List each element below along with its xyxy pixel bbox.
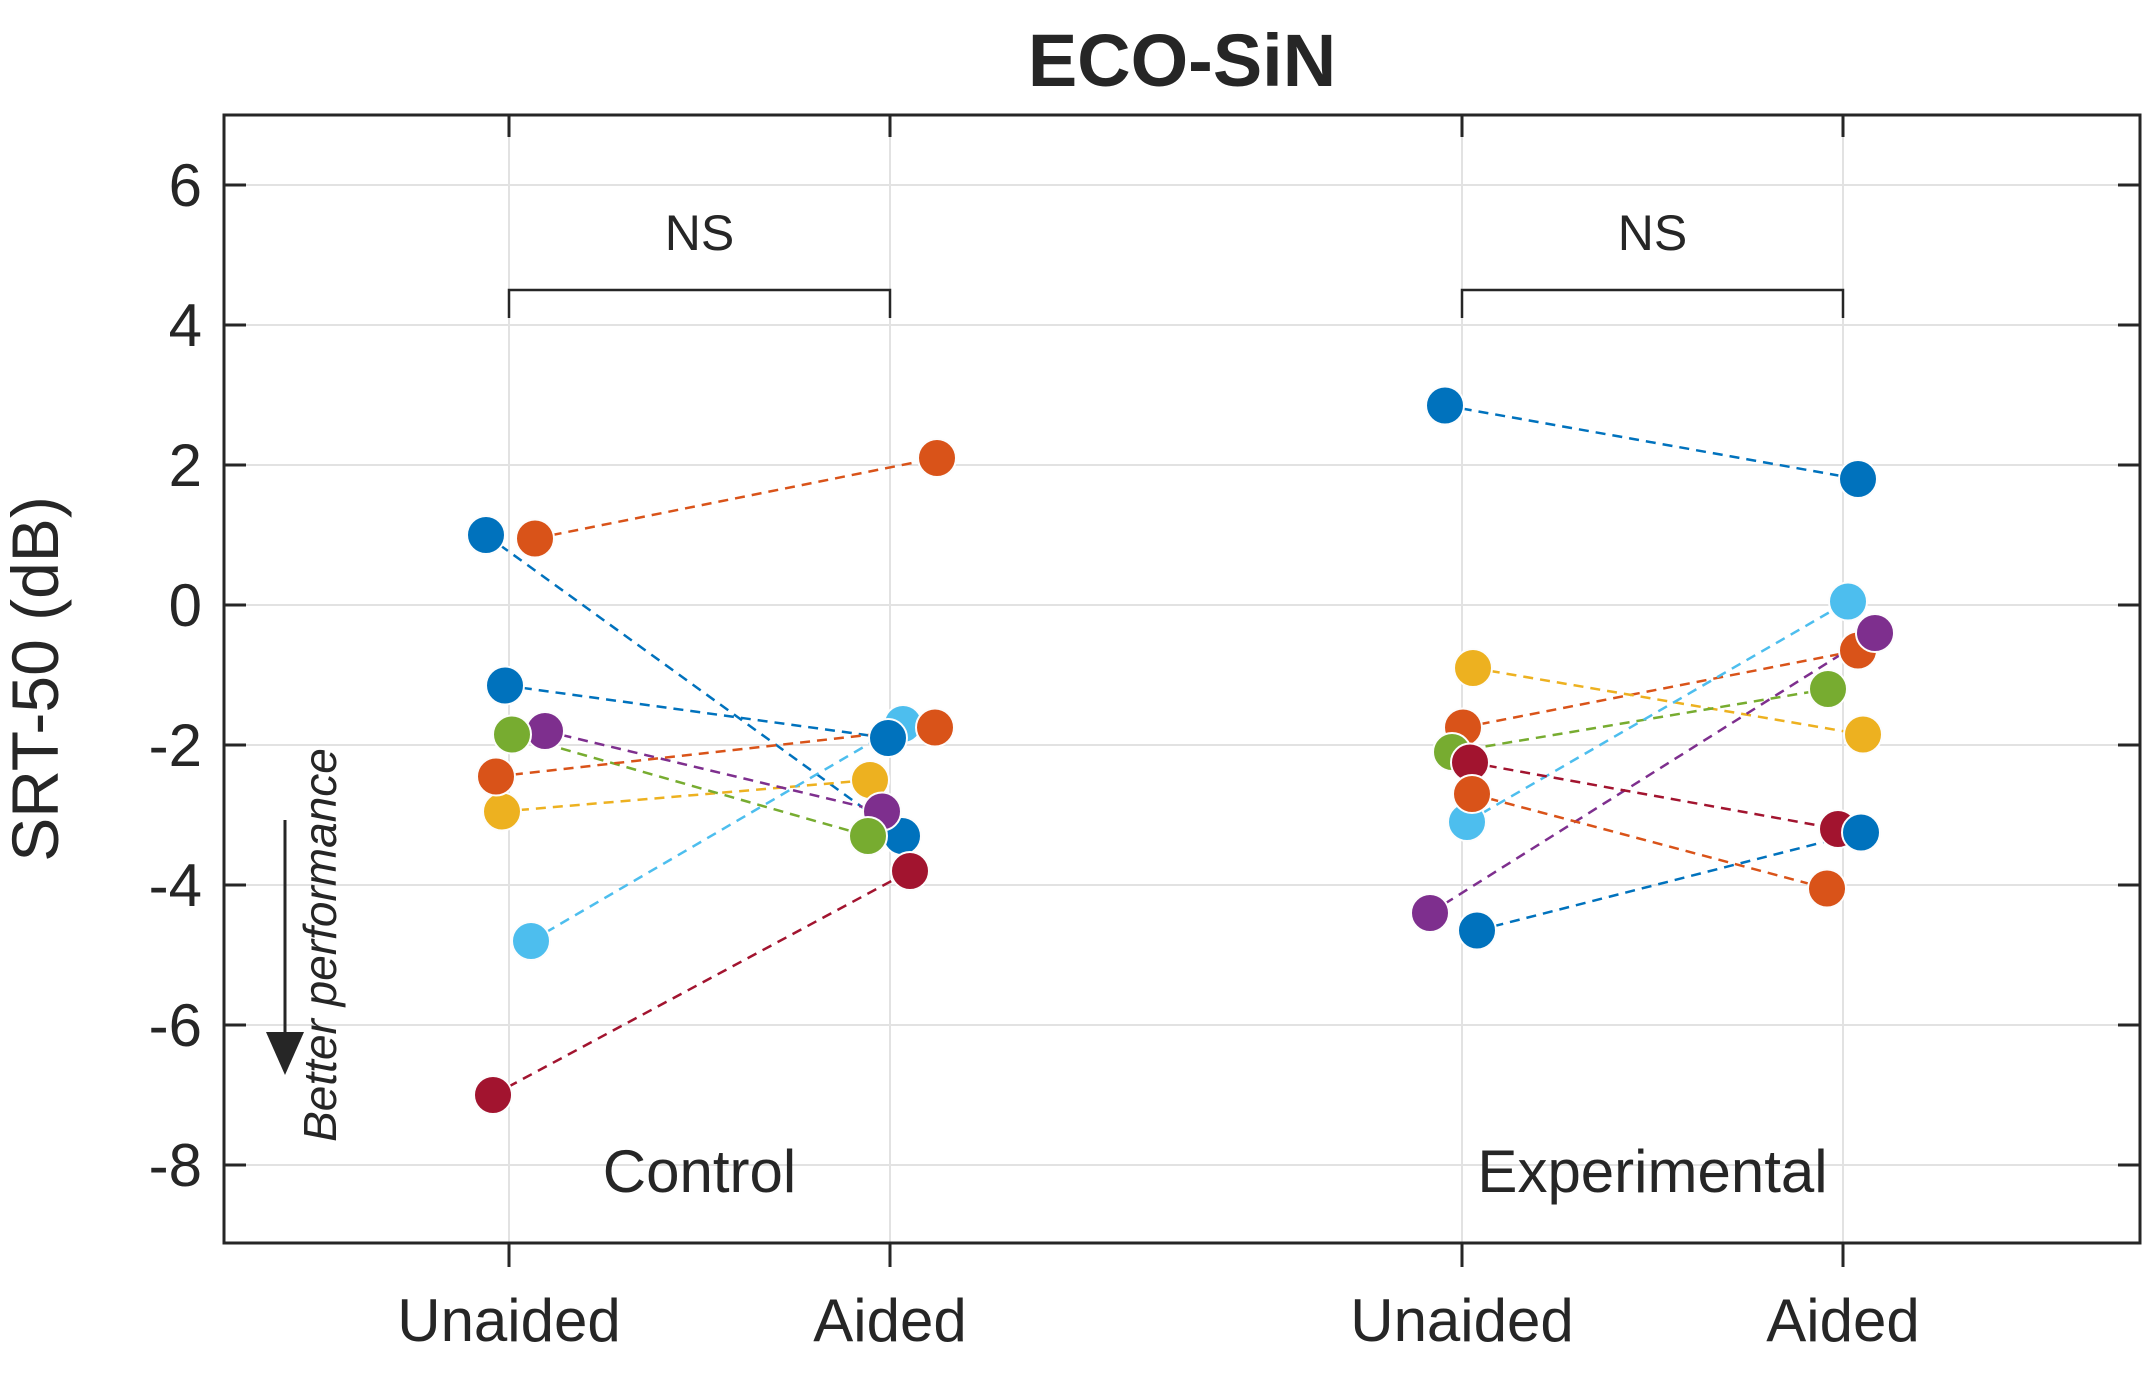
- ns-label: NS: [665, 205, 734, 261]
- data-point-unaided-orange-2: [476, 756, 516, 797]
- data-point-aided-orange-2: [1807, 868, 1847, 909]
- ns-brackets: NS NS: [507, 205, 1845, 318]
- subject-line-purple: [544, 729, 883, 813]
- better-performance-label: Better performance: [294, 748, 346, 1142]
- subject-lines: [485, 404, 1876, 1097]
- ns-bracket: [1460, 288, 1845, 318]
- data-point-unaided-blue: [1425, 385, 1465, 426]
- x-tick-label: Aided: [1766, 1287, 1919, 1354]
- axis-tick-labels: 6 4 2 0 -2 -4 -6 -8 Unaided Aided Control Unaided Ai…: [149, 152, 1920, 1354]
- subject-line-dark-red: [492, 869, 911, 1097]
- subject-dots: [466, 385, 1895, 1115]
- subject-line-cyan: [530, 722, 904, 943]
- subject-line-blue-2: [504, 684, 889, 740]
- group-label: Experimental: [1477, 1138, 1827, 1205]
- subject-line-dark-red: [1469, 761, 1839, 831]
- data-point-aided-purple: [1855, 613, 1895, 653]
- data-point-unaided-green: [492, 714, 532, 755]
- y-tick-label: 6: [169, 152, 202, 219]
- data-point-unaided-yellow: [482, 791, 522, 832]
- y-tick-label: 4: [169, 292, 202, 359]
- data-point-aided-blue-2: [1841, 812, 1881, 853]
- subject-line-yellow: [1472, 666, 1864, 736]
- arrow-head-down-icon: [266, 1032, 304, 1075]
- axis-ticks: [224, 115, 2140, 1267]
- y-axis-label: SRT-50 (dB): [0, 496, 72, 862]
- y-tick-label: -4: [149, 852, 202, 919]
- subject-line-cyan: [1466, 600, 1849, 824]
- data-point-unaided-cyan: [511, 921, 551, 961]
- subject-line-blue: [485, 533, 903, 838]
- data-point-aided-dark-red: [890, 851, 930, 891]
- data-point-unaided-dark-red: [473, 1075, 513, 1115]
- plot-border: [222, 113, 2142, 1245]
- x-tick-label: Aided: [813, 1287, 966, 1354]
- subject-line-purple: [1429, 631, 1876, 915]
- data-point-unaided-purple: [1410, 893, 1450, 933]
- subject-line-orange-2: [1471, 792, 1828, 890]
- ns-bracket: [507, 288, 892, 318]
- data-point-aided-green: [848, 816, 888, 856]
- ns-label: NS: [1618, 205, 1687, 261]
- y-tick-label: -2: [149, 712, 202, 779]
- better-performance-arrow: [266, 820, 304, 1075]
- data-point-aided-orange-2: [915, 707, 955, 748]
- x-tick-label: Unaided: [397, 1287, 621, 1354]
- data-point-unaided-orange-2: [1452, 774, 1492, 814]
- subject-line-blue: [1444, 404, 1859, 481]
- data-point-aided-green: [1808, 669, 1848, 709]
- data-point-unaided-purple: [525, 711, 565, 751]
- group-label: Control: [603, 1138, 796, 1205]
- data-point-unaided-yellow: [1453, 648, 1493, 688]
- data-point-aided-blue-2: [868, 718, 908, 758]
- data-point-aided-orange: [917, 438, 957, 478]
- x-tick-label: Unaided: [1350, 1287, 1574, 1354]
- y-tick-label: 0: [169, 572, 202, 639]
- data-point-aided-yellow: [1843, 714, 1883, 755]
- subject-line-yellow: [501, 778, 871, 813]
- data-point-unaided-blue-2: [1457, 910, 1497, 951]
- data-point-unaided-blue: [466, 515, 506, 555]
- subject-line-blue-2: [1476, 831, 1862, 932]
- data-point-unaided-blue-2: [485, 665, 525, 706]
- y-tick-label: -6: [149, 992, 202, 1059]
- data-point-aided-cyan: [1828, 581, 1868, 622]
- subject-line-green: [511, 733, 869, 838]
- subject-line-green: [1451, 687, 1829, 754]
- subject-line-orange-2: [495, 726, 936, 778]
- chart-title: ECO-SiN: [1028, 19, 1336, 102]
- y-tick-label: -8: [149, 1132, 202, 1199]
- y-tick-label: 2: [169, 432, 202, 499]
- subject-line-orange: [534, 456, 938, 540]
- data-point-aided-blue: [1838, 459, 1878, 499]
- data-point-unaided-orange: [515, 518, 555, 559]
